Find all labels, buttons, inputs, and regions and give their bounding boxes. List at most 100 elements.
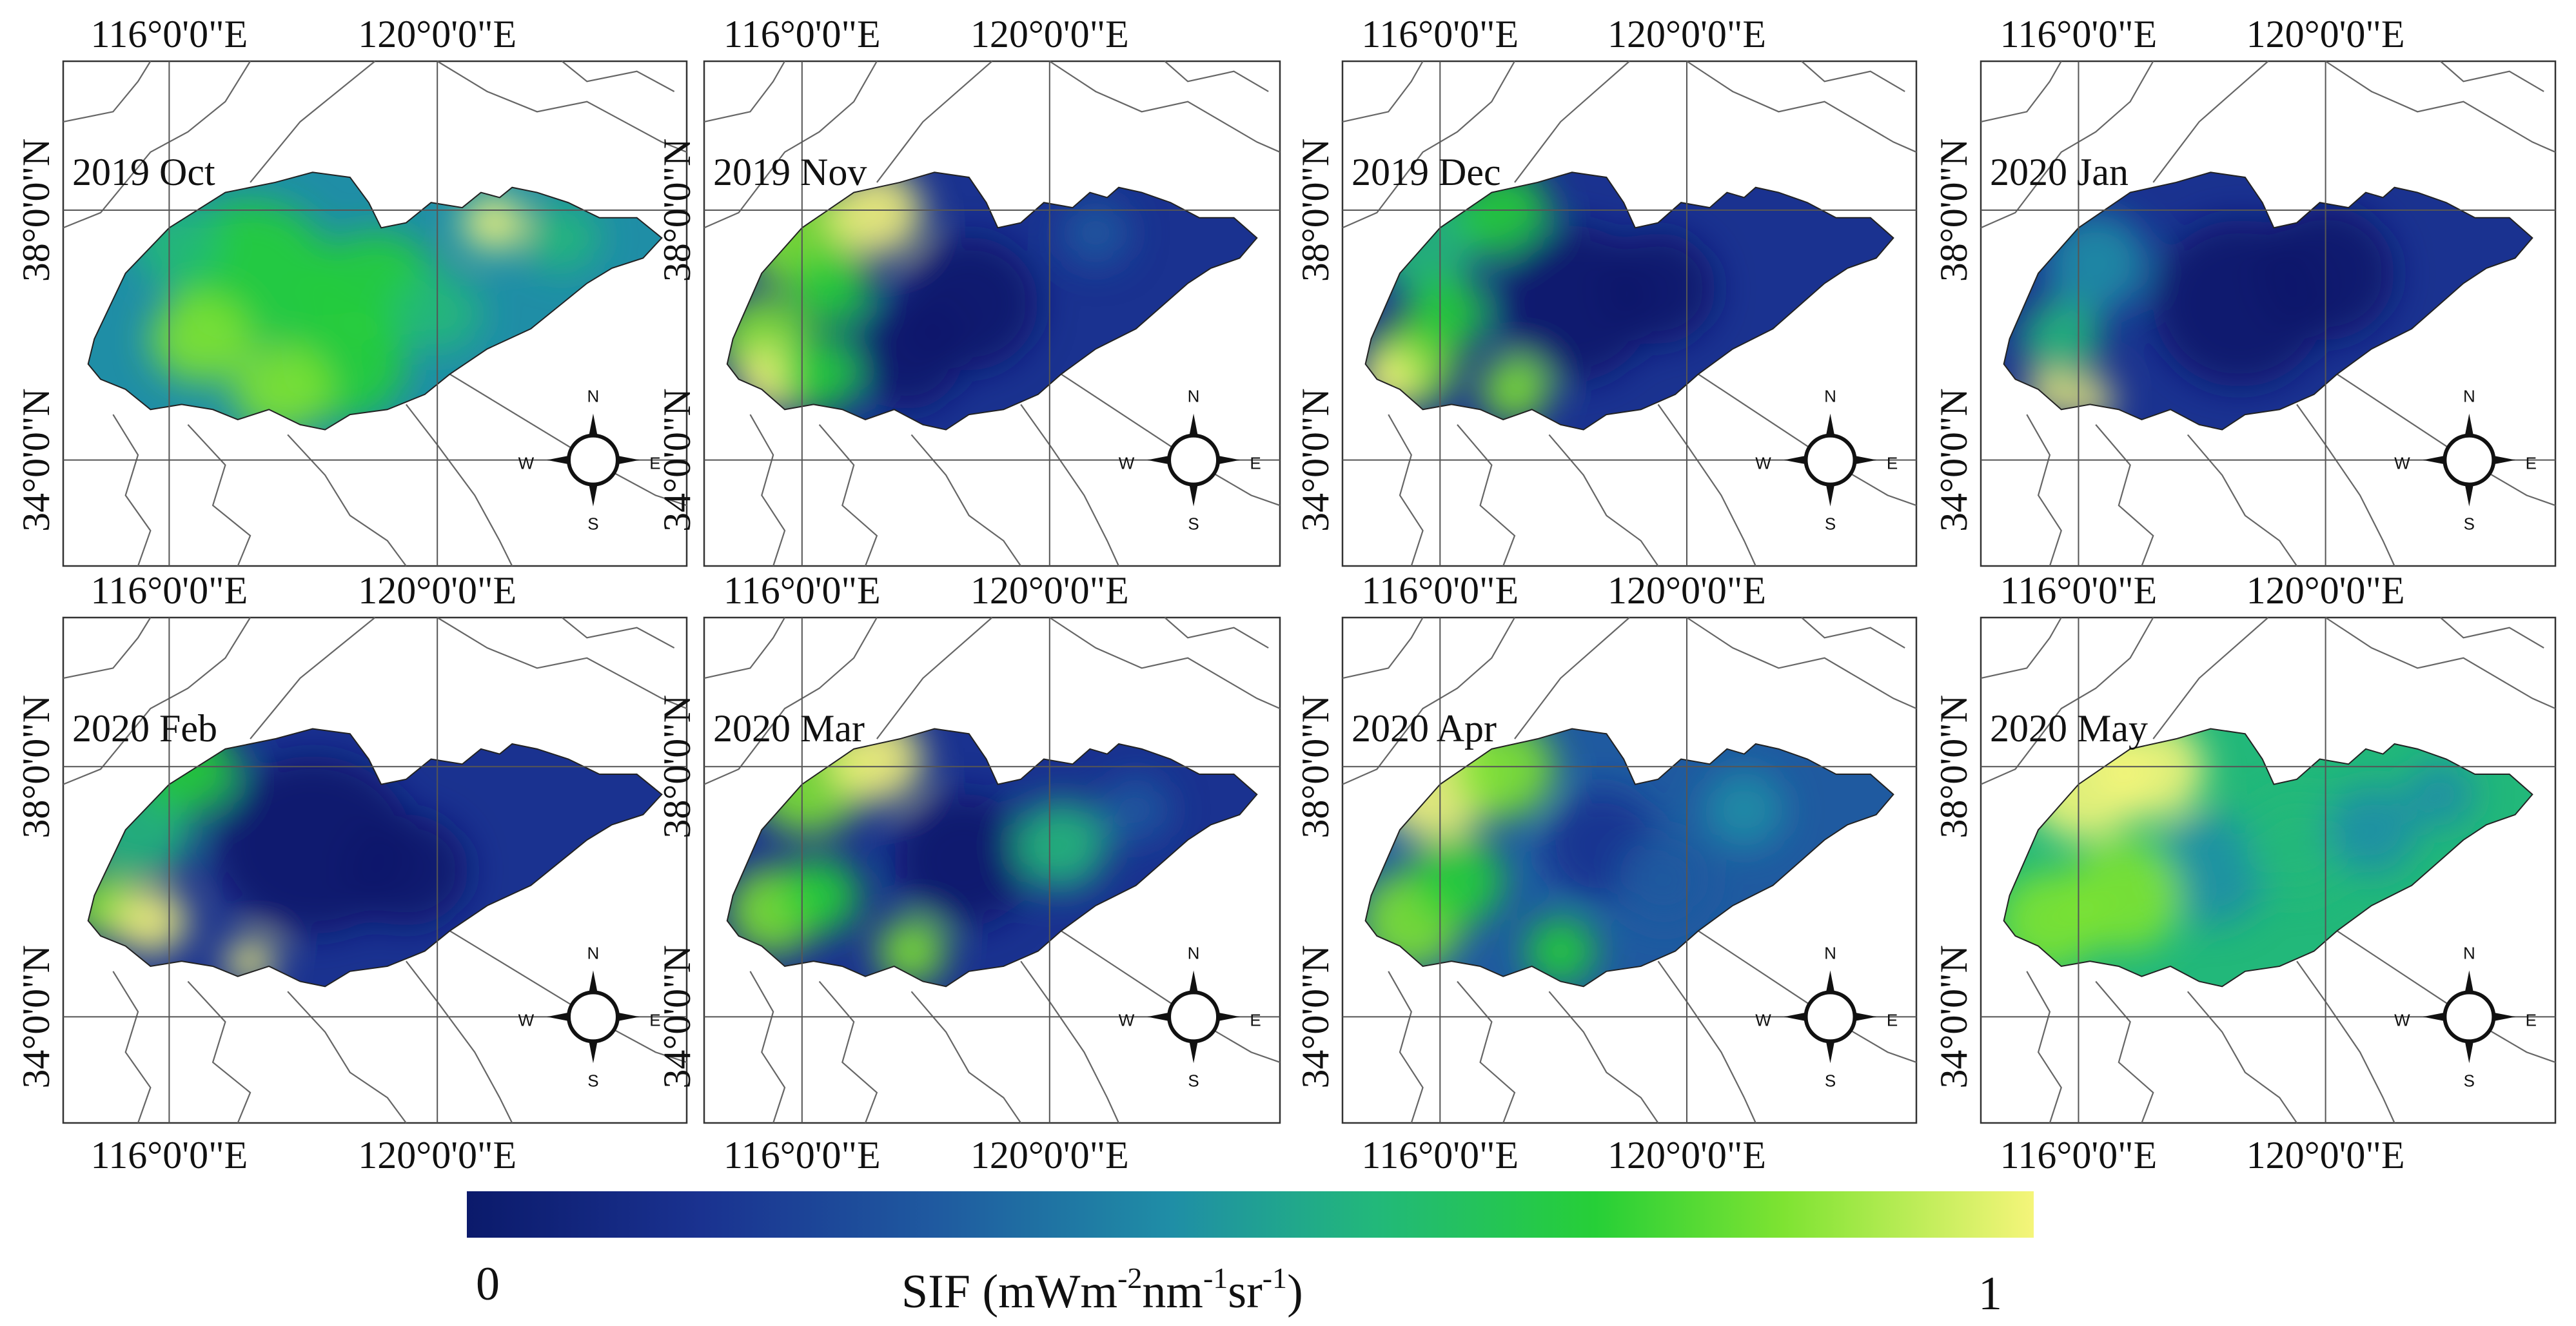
panel-month-label: 2019 Oct (72, 151, 215, 193)
admin-boundary (2441, 618, 2544, 648)
admin-boundary (1981, 618, 2153, 785)
admin-boundary (704, 61, 877, 228)
admin-boundary (704, 618, 785, 678)
lat-tick-label: 34°0'0"N (1294, 945, 1337, 1089)
province-outline (1366, 728, 1894, 986)
admin-boundary (1802, 61, 1905, 92)
lon-tick-label: 120°0'0"E (1608, 569, 1766, 612)
admin-boundary (562, 61, 674, 92)
admin-boundary (406, 961, 512, 1123)
sif-zone (2325, 785, 2418, 875)
compass-s-label: S (587, 1071, 598, 1090)
admin-boundary (2096, 981, 2153, 1123)
admin-boundary (2441, 61, 2544, 92)
lat-tick-label: 34°0'0"N (1932, 945, 1975, 1089)
panel-month-label: 2019 Dec (1352, 151, 1501, 193)
lon-tick-label: 116°0'0"E (1361, 1134, 1519, 1176)
admin-boundary (2326, 61, 2555, 152)
admin-boundary (704, 618, 877, 785)
boundary-lines (63, 61, 687, 566)
sif-zone (150, 294, 251, 384)
admin-boundary (1981, 61, 2061, 122)
map-panel: 2020 May N S E W 116°0'0"E 120°0'0"E 116°0'0"E 1… (1932, 569, 2555, 1176)
map-panel: 2019 Dec N S E W 116°0'0"E 120°0'0"E 38°0'0"N 34… (1294, 13, 1916, 566)
admin-boundary (63, 618, 150, 678)
lat-tick-label: 38°0'0"N (1294, 139, 1337, 282)
admin-boundary (911, 991, 1021, 1123)
admin-boundary (820, 981, 877, 1123)
sif-zone (1704, 770, 1785, 849)
sif-zone (779, 856, 860, 935)
province-outline (2004, 172, 2533, 429)
admin-boundary (2326, 618, 2555, 708)
admin-boundary (2027, 414, 2061, 566)
boundary-lines (63, 618, 687, 1123)
admin-boundary (406, 404, 512, 566)
lon-tick-label: 116°0'0"E (1361, 13, 1519, 55)
compass-w-label: W (518, 454, 535, 473)
sif-zone (524, 204, 600, 271)
lon-tick-label: 120°0'0"E (1608, 13, 1766, 55)
colorbar-min-label: 0 (476, 1258, 500, 1311)
admin-boundary (820, 425, 877, 566)
compass-ring (2443, 990, 2496, 1044)
compass-s-label: S (2464, 514, 2475, 534)
lat-tick-label: 38°0'0"N (15, 139, 57, 282)
admin-boundary (1457, 425, 1515, 566)
lat-tick-label: 34°0'0"N (15, 388, 57, 532)
admin-boundary (911, 434, 1021, 566)
compass-ring (1804, 990, 1857, 1044)
sif-zone (779, 335, 860, 413)
admin-boundary (1050, 61, 1280, 152)
lon-tick-label: 120°0'0"E (1608, 1134, 1766, 1176)
admin-boundary (1515, 61, 1629, 182)
admin-boundary (63, 61, 250, 228)
lon-tick-label: 116°0'0"E (91, 569, 248, 612)
lat-tick-label: 34°0'0"N (15, 945, 57, 1089)
compass-n-label: N (1188, 943, 1200, 962)
sif-zone (2245, 795, 2349, 895)
compass-e-label: E (1887, 454, 1898, 473)
compass-ring (1167, 990, 1221, 1044)
admin-boundary (1981, 618, 2061, 678)
admin-boundary (877, 618, 992, 739)
compass-s-label: S (1188, 514, 1199, 534)
admin-boundary (437, 618, 687, 708)
sif-zone (231, 345, 331, 430)
sif-zone (1600, 233, 1716, 344)
admin-boundary (113, 971, 150, 1123)
lon-tick-label: 116°0'0"E (723, 569, 881, 612)
lon-tick-label: 120°0'0"E (358, 1134, 516, 1176)
lon-tick-label: 120°0'0"E (2247, 13, 2405, 55)
compass-e-label: E (2526, 454, 2537, 473)
north-arrow-compass: N S E W (1119, 387, 1261, 534)
north-arrow-compass: N S E W (2394, 387, 2537, 534)
lon-tick-label: 120°0'0"E (358, 569, 516, 612)
compass-s-label: S (2464, 1071, 2475, 1090)
admin-boundary (2153, 618, 2268, 739)
compass-n-label: N (2463, 387, 2475, 406)
panel-month-label: 2020 Mar (713, 707, 865, 750)
colorbar-max-label: 1 (1978, 1267, 2002, 1320)
lon-tick-label: 120°0'0"E (2247, 1134, 2405, 1176)
compass-s-label: S (587, 514, 598, 534)
sif-zone (2153, 814, 2268, 926)
map-panels-canvas: 2019 Oct N S E W 116°0'0"E 120°0'0"E 38°0'0"N 34… (0, 0, 2576, 1193)
lon-tick-label: 116°0'0"E (91, 13, 248, 55)
admin-boundary (1050, 618, 1280, 708)
sif-zone (894, 793, 1033, 927)
lon-tick-label: 116°0'0"E (2000, 13, 2158, 55)
admin-boundary (2297, 404, 2394, 566)
admin-boundary (1687, 61, 1916, 152)
lon-tick-label: 116°0'0"E (723, 1134, 881, 1176)
colorbar (467, 1191, 2034, 1238)
sif-zone (1061, 199, 1130, 266)
lon-tick-label: 116°0'0"E (2000, 1134, 2158, 1176)
admin-boundary (562, 618, 674, 648)
panel-month-label: 2020 May (1990, 707, 2148, 750)
compass-w-label: W (1755, 1010, 1771, 1029)
admin-boundary (1981, 61, 2153, 228)
lat-tick-label: 38°0'0"N (656, 695, 698, 839)
sif-zone (344, 814, 469, 926)
province-outline (1366, 172, 1894, 429)
